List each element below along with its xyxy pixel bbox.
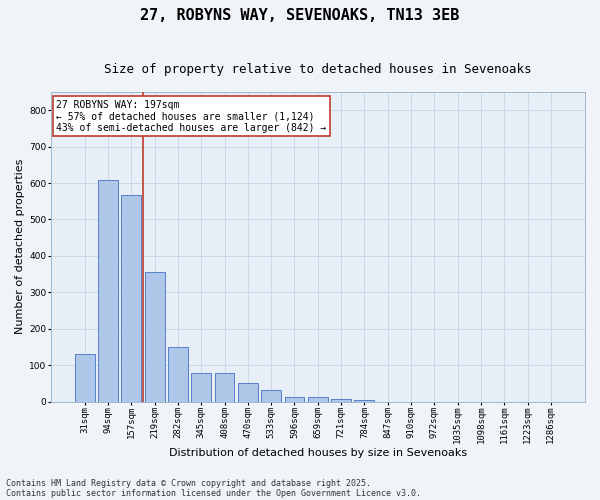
Bar <box>331 398 351 402</box>
Bar <box>308 397 328 402</box>
Bar <box>75 354 95 402</box>
Bar <box>121 195 141 402</box>
Bar <box>238 382 258 402</box>
Bar <box>191 373 211 402</box>
Bar <box>98 180 118 402</box>
Bar <box>284 397 304 402</box>
Title: Size of property relative to detached houses in Sevenoaks: Size of property relative to detached ho… <box>104 62 532 76</box>
Bar <box>145 272 164 402</box>
X-axis label: Distribution of detached houses by size in Sevenoaks: Distribution of detached houses by size … <box>169 448 467 458</box>
Text: 27, ROBYNS WAY, SEVENOAKS, TN13 3EB: 27, ROBYNS WAY, SEVENOAKS, TN13 3EB <box>140 8 460 22</box>
Bar <box>168 347 188 402</box>
Text: Contains HM Land Registry data © Crown copyright and database right 2025.: Contains HM Land Registry data © Crown c… <box>6 478 371 488</box>
Bar <box>261 390 281 402</box>
Bar <box>215 373 235 402</box>
Bar <box>355 400 374 402</box>
Text: 27 ROBYNS WAY: 197sqm
← 57% of detached houses are smaller (1,124)
43% of semi-d: 27 ROBYNS WAY: 197sqm ← 57% of detached … <box>56 100 326 133</box>
Y-axis label: Number of detached properties: Number of detached properties <box>15 159 25 334</box>
Text: Contains public sector information licensed under the Open Government Licence v3: Contains public sector information licen… <box>6 488 421 498</box>
